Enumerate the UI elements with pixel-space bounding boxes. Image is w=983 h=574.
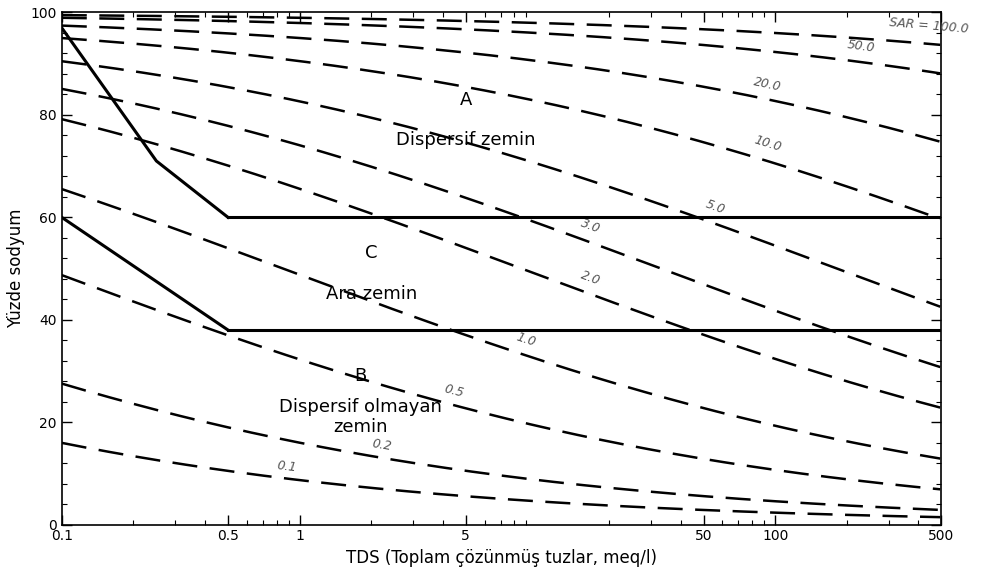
Y-axis label: Yüzde sodyum: Yüzde sodyum <box>7 209 25 328</box>
Text: 5.0: 5.0 <box>704 198 726 217</box>
Text: Dispersif olmayan
zemin: Dispersif olmayan zemin <box>279 398 441 436</box>
Text: 2.0: 2.0 <box>579 269 603 288</box>
Text: 0.5: 0.5 <box>442 382 465 400</box>
Text: 1.0: 1.0 <box>514 331 538 349</box>
Text: SAR = 100.0: SAR = 100.0 <box>889 16 969 36</box>
Text: Dispersif zemin: Dispersif zemin <box>396 131 536 149</box>
Text: 50.0: 50.0 <box>846 38 876 55</box>
Text: C: C <box>365 244 377 262</box>
Text: 10.0: 10.0 <box>752 133 782 154</box>
Text: B: B <box>354 367 367 385</box>
Text: A: A <box>460 91 472 108</box>
Text: 0.2: 0.2 <box>372 437 393 453</box>
X-axis label: TDS (Toplam çözünmüş tuzlar, meq/l): TDS (Toplam çözünmüş tuzlar, meq/l) <box>346 549 657 567</box>
Text: 20.0: 20.0 <box>752 75 782 94</box>
Text: 0.1: 0.1 <box>276 459 298 475</box>
Text: 3.0: 3.0 <box>579 216 603 236</box>
Text: Ara zemin: Ara zemin <box>325 285 417 303</box>
